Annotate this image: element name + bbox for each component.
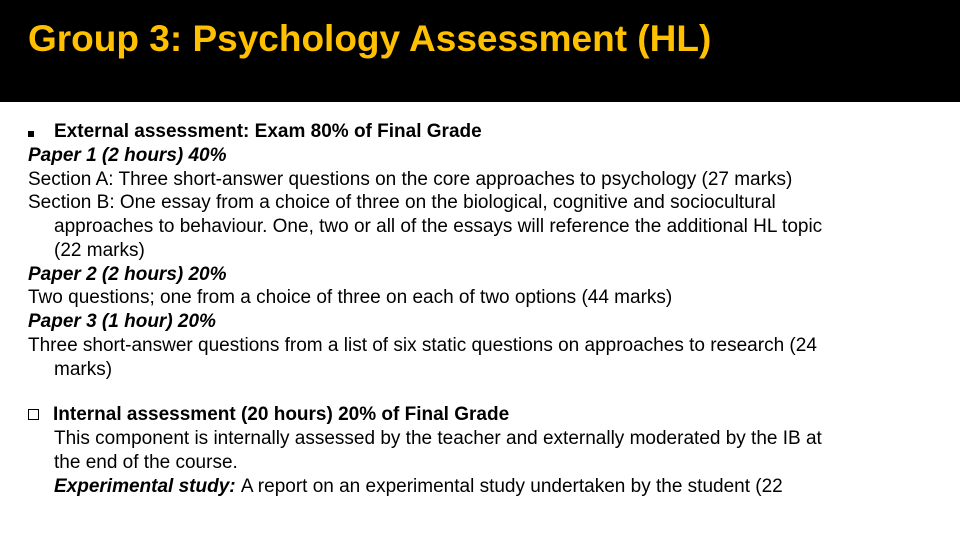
internal-body-line2: the end of the course. [28, 451, 932, 475]
paper1-section-b-line3: (22 marks) [28, 239, 932, 263]
paper2-title: Paper 2 (2 hours) 20% [28, 263, 932, 287]
slide-header: Group 3: Psychology Assessment (HL) [0, 0, 960, 102]
external-heading-row: External assessment: Exam 80% of Final G… [28, 120, 932, 144]
external-heading: External assessment: Exam 80% of Final G… [54, 120, 482, 144]
paper2-body: Two questions; one from a choice of thre… [28, 286, 932, 310]
square-bullet-icon [28, 131, 34, 137]
paper3-body-line2: marks) [28, 358, 932, 382]
experimental-rest: A report on an experimental study undert… [241, 476, 783, 497]
paper1-title: Paper 1 (2 hours) 40% [28, 144, 932, 168]
paper1-section-b-line2: approaches to behaviour. One, two or all… [28, 215, 932, 239]
paper3-title: Paper 3 (1 hour) 20% [28, 310, 932, 334]
slide-title: Group 3: Psychology Assessment (HL) [28, 18, 932, 60]
internal-heading-row: Internal assessment (20 hours) 20% of Fi… [28, 403, 932, 427]
section-gap [28, 381, 932, 403]
internal-body-line1: This component is internally assessed by… [28, 427, 932, 451]
paper3-body-line1: Three short-answer questions from a list… [28, 334, 932, 358]
internal-experimental-line: Experimental study: A report on an exper… [28, 475, 932, 499]
paper1-section-a: Section A: Three short-answer questions … [28, 168, 932, 192]
paper1-section-b-line1: Section B: One essay from a choice of th… [28, 191, 932, 215]
experimental-label: Experimental study: [54, 476, 241, 497]
internal-heading: Internal assessment (20 hours) 20% of Fi… [53, 403, 509, 427]
box-bullet-icon [28, 409, 39, 420]
slide-content: External assessment: Exam 80% of Final G… [0, 102, 960, 498]
